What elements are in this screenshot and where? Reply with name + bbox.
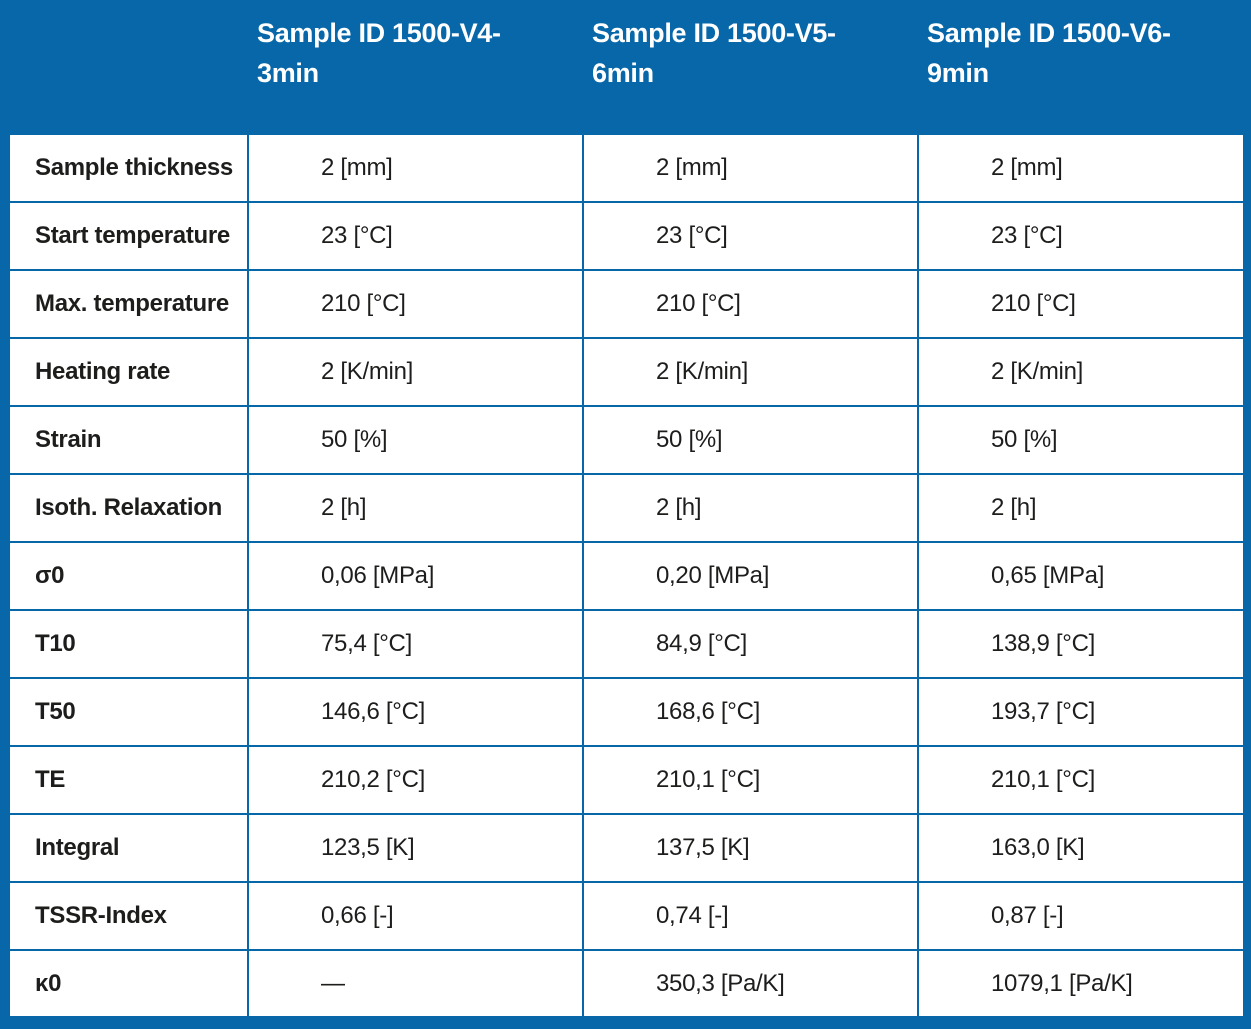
cell-value: 137,5 [K] xyxy=(582,813,918,882)
cell-value: 2 [K/min] xyxy=(582,337,918,406)
cell-value: 210,1 [°C] xyxy=(917,745,1243,814)
cell-value: 2 [mm] xyxy=(917,133,1243,202)
cell-value: 0,06 [MPa] xyxy=(247,541,583,610)
table-row: TE 210,2 [°C] 210,1 [°C] 210,1 [°C] xyxy=(10,745,1243,814)
cell-value: 210 [°C] xyxy=(582,269,918,338)
cell-value: 2 [h] xyxy=(247,473,583,542)
cell-value: 350,3 [Pa/K] xyxy=(582,949,918,1016)
table-row: Strain 50 [%] 50 [%] 50 [%] xyxy=(10,405,1243,474)
cell-value: 50 [%] xyxy=(582,405,918,474)
header-label: Sample ID 1500-V6-9min xyxy=(927,18,1171,88)
cell-value: 0,74 [-] xyxy=(582,881,918,950)
row-label: TE xyxy=(10,745,248,814)
cell-value: 84,9 [°C] xyxy=(582,609,918,678)
cell-value: 193,7 [°C] xyxy=(917,677,1243,746)
cell-value: — xyxy=(247,949,583,1016)
row-label: Integral xyxy=(10,813,248,882)
cell-value: 210,2 [°C] xyxy=(247,745,583,814)
cell-value: 122,95 [mol/m₃] xyxy=(918,1018,1243,1029)
cell-value: 168,6 [°C] xyxy=(582,677,918,746)
header-cell-sample-v5: Sample ID 1500-V5-6min xyxy=(583,0,918,134)
row-label: Strain xyxy=(10,405,248,474)
table-row: σ0 0,06 [MPa] 0,20 [MPa] 0,65 [MPa] xyxy=(10,541,1243,610)
header-label: Sample ID 1500-V5-6min xyxy=(592,18,836,88)
cell-value: 2 [h] xyxy=(917,473,1243,542)
table-row: T50 146,6 [°C] 168,6 [°C] 193,7 [°C] xyxy=(10,677,1243,746)
cell-value: 210 [°C] xyxy=(917,269,1243,338)
row-label: ν xyxy=(10,1018,248,1029)
table-row: Heating rate 2 [K/min] 2 [K/min] 2 [K/min] xyxy=(10,337,1243,406)
tssr-results-table: Sample ID 1500-V4-3min Sample ID 1500-V5… xyxy=(10,0,1243,1029)
cell-value: 2 [K/min] xyxy=(917,337,1243,406)
cell-value: 138,9 [°C] xyxy=(917,609,1243,678)
header-cell-empty xyxy=(10,0,248,134)
header-row: Sample ID 1500-V4-3min Sample ID 1500-V5… xyxy=(10,0,1243,134)
row-label: Max. temperature xyxy=(10,269,248,338)
table-body: Sample thickness 2 [mm] 2 [mm] 2 [mm] Start … xyxy=(10,133,1243,1029)
row-label: σ0 xyxy=(10,541,248,610)
table-row: κ0—350,3 [Pa/K] 1079,1 [Pa/K] xyxy=(10,949,1243,1016)
cell-value: 2 [mm] xyxy=(582,133,918,202)
cell-value: 2 [mm] xyxy=(247,133,583,202)
row-label: T50 xyxy=(10,677,248,746)
table-row: Sample thickness 2 [mm] 2 [mm] 2 [mm] xyxy=(10,133,1243,202)
cell-value: 2 [K/min] xyxy=(247,337,583,406)
cell-value: 50 [%] xyxy=(917,405,1243,474)
row-label: T10 xyxy=(10,609,248,678)
cell-value: 0,66 [-] xyxy=(247,881,583,950)
cell-value: 0,87 [-] xyxy=(917,881,1243,950)
cell-value: 2 [h] xyxy=(582,473,918,542)
table-row: T10 75,4 [°C] 84,9 [°C] 138,9 [°C] xyxy=(10,609,1243,678)
row-label: TSSR-Index xyxy=(10,881,248,950)
table-row: Isoth. Relaxation 2 [h] 2 [h] 2 [h] xyxy=(10,473,1243,542)
row-label: Sample thickness xyxy=(10,133,248,202)
cell-value: 0,65 [MPa] xyxy=(917,541,1243,610)
row-label: Isoth. Relaxation xyxy=(10,473,248,542)
cell-value: 123,5 [K] xyxy=(247,813,583,882)
table-row: Max. temperature 210 [°C] 210 [°C] 210 [°C] xyxy=(10,269,1243,338)
table-row: Integral 123,5 [K] 137,5 [K] 163,0 [K] xyxy=(10,813,1243,882)
cell-value: 0,20 [MPa] xyxy=(582,541,918,610)
table-row: Start temperature 23 [°C] 23 [°C] 23 [°C] xyxy=(10,201,1243,270)
cell-value: 23 [°C] xyxy=(582,201,918,270)
cell-value: 163,0 [K] xyxy=(917,813,1243,882)
cell-value: 146,6 [°C] xyxy=(247,677,583,746)
table-row: ν—39,92 [mol/m₃]122,95 [mol/m₃] xyxy=(10,1018,1243,1029)
cell-value: 75,4 [°C] xyxy=(247,609,583,678)
row-label: κ0 xyxy=(10,949,248,1016)
cell-value: 210,1 [°C] xyxy=(582,745,918,814)
cell-value: 50 [%] xyxy=(247,405,583,474)
cell-value: 39,92 [mol/m₃] xyxy=(583,1018,918,1029)
cell-value: — xyxy=(248,1018,583,1029)
cell-value: 1079,1 [Pa/K] xyxy=(917,949,1243,1016)
row-label: Heating rate xyxy=(10,337,248,406)
table-row: TSSR-Index 0,66 [-] 0,74 [-] 0,87 [-] xyxy=(10,881,1243,950)
table-header: Sample ID 1500-V4-3min Sample ID 1500-V5… xyxy=(10,0,1243,134)
header-cell-sample-v6: Sample ID 1500-V6-9min xyxy=(918,0,1243,134)
header-cell-sample-v4: Sample ID 1500-V4-3min xyxy=(248,0,583,134)
header-label: Sample ID 1500-V4-3min xyxy=(257,18,501,88)
cell-value: 23 [°C] xyxy=(917,201,1243,270)
row-label: Start temperature xyxy=(10,201,248,270)
cell-value: 23 [°C] xyxy=(247,201,583,270)
cell-value: 210 [°C] xyxy=(247,269,583,338)
